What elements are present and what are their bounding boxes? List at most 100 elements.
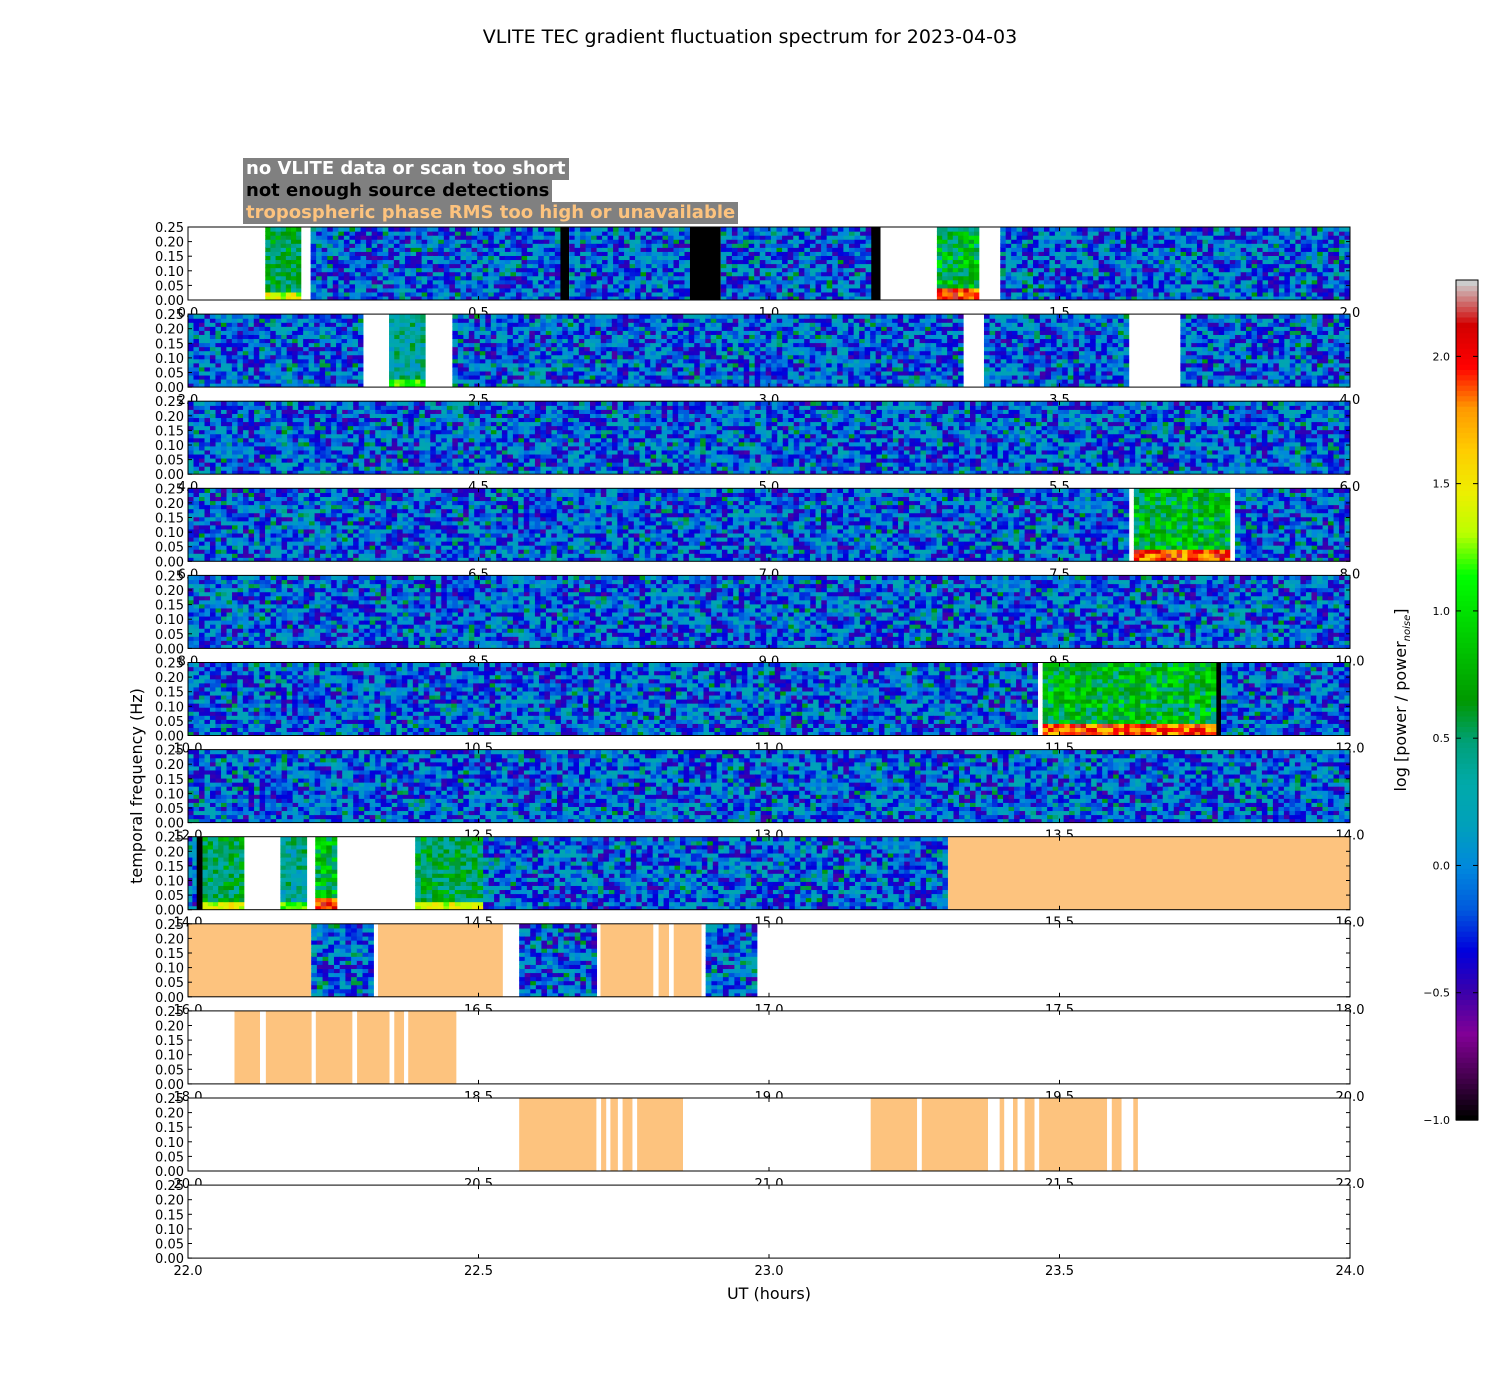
spectrum-cell bbox=[595, 338, 602, 344]
spectrum-cell bbox=[602, 279, 609, 285]
spectrum-cell bbox=[602, 247, 609, 252]
spectrum-cell bbox=[529, 350, 536, 356]
spectrum-cell bbox=[673, 247, 680, 252]
spectrum-cell bbox=[357, 342, 365, 348]
spectrum-cell bbox=[1333, 275, 1340, 281]
spectrum-cell bbox=[1082, 283, 1089, 289]
spectrum-cell bbox=[1257, 231, 1264, 236]
spectrum-cell bbox=[759, 243, 766, 248]
spectrum-cell bbox=[1278, 279, 1286, 285]
spectrum-cell bbox=[371, 251, 378, 256]
spectrum-cell bbox=[635, 295, 642, 300]
spectrum-cell bbox=[589, 383, 596, 388]
spectrum-cell bbox=[721, 330, 728, 335]
spectrum-cell bbox=[854, 247, 861, 252]
spectrum-cell bbox=[1169, 295, 1176, 300]
spectrum-cell bbox=[1240, 295, 1247, 300]
spectrum-cell bbox=[765, 366, 772, 372]
spectrum-cell bbox=[743, 334, 750, 340]
spectrum-cell bbox=[562, 374, 569, 380]
spectrum-cell bbox=[204, 330, 211, 335]
spectrum-cell bbox=[460, 247, 467, 252]
spectrum-cell bbox=[952, 263, 959, 269]
spectrum-segment bbox=[188, 314, 365, 388]
spectrum-cell bbox=[1033, 283, 1040, 289]
spectrum-cell bbox=[826, 231, 833, 236]
spectrum-cell bbox=[633, 326, 640, 331]
spectrum-cell bbox=[389, 342, 395, 348]
spectrum-cell bbox=[738, 342, 745, 348]
spectrum-cell bbox=[297, 318, 304, 323]
spectrum-cell bbox=[963, 287, 970, 293]
spectrum-cell bbox=[432, 291, 439, 297]
spectrum-cell bbox=[1191, 227, 1198, 232]
spectrum-cell bbox=[421, 247, 428, 252]
spectrum-cell bbox=[815, 267, 822, 273]
spectrum-cell bbox=[574, 247, 581, 252]
spectrum-cell bbox=[501, 330, 508, 335]
spectrum-cell bbox=[1033, 287, 1040, 293]
spectrum-cell bbox=[1054, 263, 1061, 269]
spectrum-cell bbox=[569, 247, 576, 252]
spectrum-cell bbox=[584, 334, 591, 340]
spectrum-cell bbox=[1186, 259, 1193, 265]
spectrum-cell bbox=[332, 255, 339, 261]
spectrum-cell bbox=[493, 291, 500, 297]
spectrum-cell bbox=[1115, 279, 1122, 285]
spectrum-cell bbox=[275, 291, 282, 297]
spectrum-cell bbox=[1246, 255, 1253, 261]
spectrum-cell bbox=[264, 362, 271, 368]
spectrum-cell bbox=[644, 383, 651, 388]
spectrum-cell bbox=[607, 227, 614, 232]
spectrum-cell bbox=[661, 374, 668, 380]
spectrum-cell bbox=[787, 235, 794, 240]
spectrum-cell bbox=[684, 255, 691, 261]
spectrum-cell bbox=[848, 259, 856, 265]
spectrum-cell bbox=[1169, 247, 1176, 252]
spectrum-cell bbox=[562, 350, 569, 356]
spectrum-cell bbox=[585, 279, 592, 285]
spectrum-cell bbox=[776, 267, 783, 273]
spectrum-cell bbox=[721, 314, 728, 319]
spectrum-cell bbox=[629, 243, 636, 248]
spectrum-cell bbox=[280, 283, 287, 289]
spectrum-cell bbox=[280, 259, 287, 265]
spectrum-cell bbox=[554, 267, 562, 273]
spectrum-cell bbox=[743, 383, 750, 388]
spectrum-cell bbox=[1098, 251, 1105, 256]
spectrum-cell bbox=[420, 330, 427, 335]
spectrum-cell bbox=[1033, 239, 1040, 244]
spectrum-cell bbox=[1224, 287, 1231, 293]
spectrum-cell bbox=[624, 283, 631, 289]
spectrum-cell bbox=[628, 378, 635, 384]
spectrum-cell bbox=[760, 354, 767, 360]
spectrum-cell bbox=[1005, 283, 1012, 289]
spectrum-cell bbox=[666, 362, 673, 368]
spectrum-cell bbox=[567, 350, 574, 356]
spectrum-cell bbox=[556, 338, 563, 344]
flag-nodata bbox=[301, 227, 311, 300]
spectrum-cell bbox=[291, 275, 297, 281]
spectrum-cell bbox=[657, 243, 664, 248]
spectrum-cell bbox=[1339, 251, 1346, 256]
spectrum-cell bbox=[1164, 267, 1171, 273]
spectrum-cell bbox=[420, 342, 427, 348]
spectrum-cell bbox=[466, 279, 473, 285]
spectrum-cell bbox=[416, 291, 423, 297]
spectrum-cell bbox=[512, 354, 519, 360]
spectrum-cell bbox=[1043, 275, 1051, 281]
spectrum-cell bbox=[673, 267, 680, 273]
spectrum-cell bbox=[545, 330, 552, 335]
spectrum-cell bbox=[737, 255, 744, 261]
spectrum-cell bbox=[694, 346, 701, 352]
spectrum-cell bbox=[591, 291, 598, 297]
spectrum-cell bbox=[633, 358, 640, 364]
spectrum-cell bbox=[270, 235, 277, 240]
spectrum-cell bbox=[1175, 263, 1182, 269]
spectrum-cell bbox=[1306, 231, 1313, 236]
spectrum-cell bbox=[1328, 227, 1335, 232]
spectrum-cell bbox=[420, 338, 427, 344]
spectrum-cell bbox=[1049, 243, 1056, 248]
spectrum-cell bbox=[716, 322, 723, 327]
spectrum-cell bbox=[1306, 239, 1313, 244]
